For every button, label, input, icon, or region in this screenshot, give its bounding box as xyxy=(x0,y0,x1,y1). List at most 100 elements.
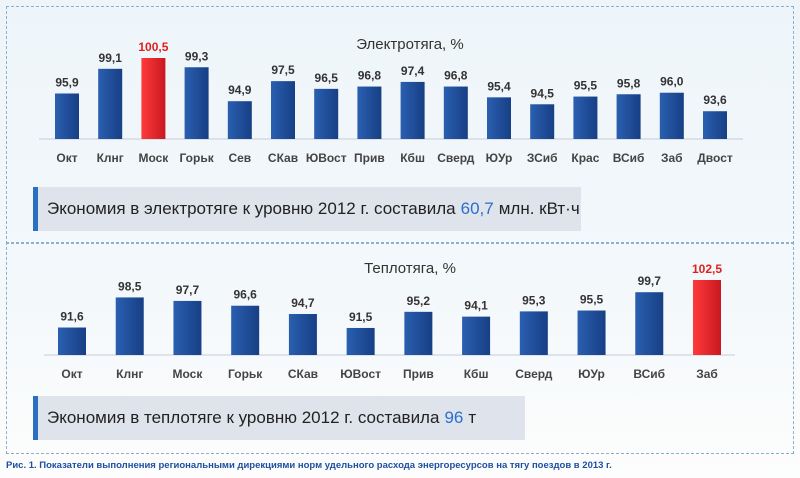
data-label: 99,3 xyxy=(185,49,209,63)
category-label: ВСиб xyxy=(613,151,645,165)
bar-Сверд xyxy=(519,311,548,355)
data-label: 97,4 xyxy=(401,64,425,78)
category-label: Заб xyxy=(696,367,718,381)
bar-ЗСиб xyxy=(530,104,555,139)
bar-ЮУр xyxy=(577,310,606,355)
category-label: Горьк xyxy=(179,151,214,165)
note-value: 96 xyxy=(444,408,464,427)
category-label: Окт xyxy=(56,151,77,165)
data-label: 96,8 xyxy=(444,69,468,83)
data-label: 95,9 xyxy=(55,75,79,89)
bar-ЮУр xyxy=(487,97,511,139)
bar-Окт xyxy=(58,327,86,355)
data-label: 95,8 xyxy=(617,76,641,90)
data-label: 97,5 xyxy=(271,63,295,77)
data-label: 95,5 xyxy=(580,293,604,307)
note-text: Экономия в электротяге к уровню 2012 г. … xyxy=(47,199,456,218)
chart-title: Теплотяга, % xyxy=(364,260,456,277)
category-label: Двост xyxy=(697,151,733,165)
category-label: Сверд xyxy=(437,151,475,165)
bar-Моск xyxy=(141,58,166,139)
data-label: 96,8 xyxy=(358,69,382,83)
note-electric: Экономия в электротяге к уровню 2012 г. … xyxy=(33,187,581,231)
note-value: 60,7 xyxy=(460,199,494,218)
data-label: 98,5 xyxy=(118,279,142,293)
data-label: 99,1 xyxy=(99,51,123,65)
data-label: 99,7 xyxy=(638,274,662,288)
note-text: Экономия в теплотяге к уровню 2012 г. со… xyxy=(47,408,440,427)
data-label: 97,7 xyxy=(176,283,200,297)
data-label: 95,3 xyxy=(522,293,546,307)
bar-СКав xyxy=(271,81,295,139)
data-label: 96,5 xyxy=(315,71,339,85)
category-label: Прив xyxy=(403,367,434,381)
category-label: Кбш xyxy=(400,151,425,165)
bar-Окт xyxy=(55,93,79,139)
data-label: 95,5 xyxy=(574,79,598,93)
bar-Сверд xyxy=(443,86,468,139)
data-label: 94,9 xyxy=(228,83,252,97)
bar-Горьк xyxy=(231,305,260,355)
category-label: СКав xyxy=(268,151,298,165)
category-label: Крас xyxy=(571,151,599,165)
bar-Двост xyxy=(703,111,727,139)
bar-ВСиб xyxy=(616,94,641,139)
bar-Клнг xyxy=(98,68,123,139)
note-unit: млн. кВт·ч xyxy=(498,199,580,218)
category-label: Моск xyxy=(173,367,204,381)
category-label: ЗСиб xyxy=(527,151,558,165)
category-label: Горьк xyxy=(228,367,263,381)
data-label: 96,0 xyxy=(660,75,684,89)
category-label: ВСиб xyxy=(633,367,665,381)
bar-Заб xyxy=(659,92,684,139)
data-label: 91,5 xyxy=(349,310,373,324)
bar-ЮВост xyxy=(346,327,375,355)
bar-СКав xyxy=(288,314,317,355)
bar-Сев xyxy=(227,101,252,139)
category-label: Моск xyxy=(138,151,169,165)
data-label: 102,5 xyxy=(692,262,722,276)
figure-caption: Рис. 1. Показатели выполнения региональн… xyxy=(6,460,612,471)
chart-title: Электротяга, % xyxy=(356,36,463,53)
note-unit: т xyxy=(468,408,477,427)
data-label: 94,1 xyxy=(464,299,488,313)
category-label: Кбш xyxy=(464,367,489,381)
data-label: 91,6 xyxy=(60,310,84,324)
bar-Крас xyxy=(573,96,598,139)
category-label: Окт xyxy=(61,367,82,381)
bar-Горьк xyxy=(184,67,209,139)
category-label: СКав xyxy=(288,367,318,381)
data-label: 95,4 xyxy=(487,79,511,93)
bar-Кбш xyxy=(462,316,491,355)
bar-Прив xyxy=(357,86,382,139)
data-label: 100,5 xyxy=(138,40,168,54)
note-heat: Экономия в теплотяге к уровню 2012 г. со… xyxy=(33,396,525,440)
data-label: 93,6 xyxy=(703,93,727,107)
bar-Заб xyxy=(693,280,721,355)
category-label: Заб xyxy=(661,151,683,165)
category-label: ЮВост xyxy=(340,367,381,381)
category-label: ЮУр xyxy=(486,151,513,165)
category-label: ЮУр xyxy=(578,367,605,381)
data-label: 94,5 xyxy=(531,86,555,100)
category-label: ЮВост xyxy=(306,151,347,165)
data-label: 96,6 xyxy=(234,288,258,302)
category-label: Сев xyxy=(228,151,251,165)
category-label: Сверд xyxy=(515,367,553,381)
bar-ЮВост xyxy=(314,88,339,139)
data-label: 95,2 xyxy=(407,294,431,308)
bar-ВСиб xyxy=(635,292,664,355)
bar-Прив xyxy=(404,311,433,355)
bar-Кбш xyxy=(400,81,425,139)
bar-Моск xyxy=(173,300,202,355)
frame-heat xyxy=(6,242,794,454)
data-label: 94,7 xyxy=(291,296,315,310)
note-accent-bar xyxy=(33,187,38,231)
note-accent-bar xyxy=(33,396,38,440)
bar-Клнг xyxy=(115,297,144,355)
category-label: Клнг xyxy=(97,151,124,165)
category-label: Прив xyxy=(354,151,385,165)
category-label: Клнг xyxy=(116,367,143,381)
